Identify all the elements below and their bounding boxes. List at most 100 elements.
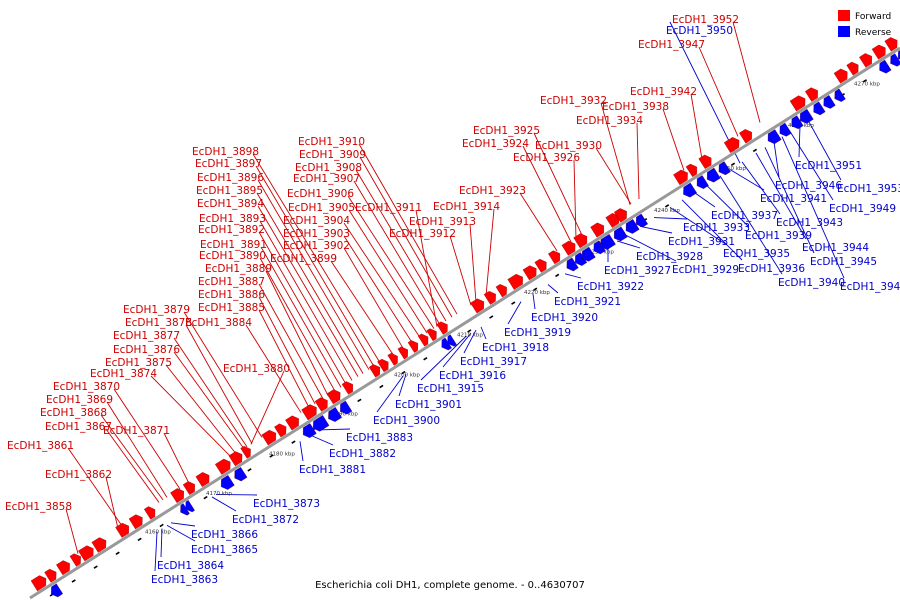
kbp-tick-label: 4200 kbp (394, 372, 420, 378)
reverse-leader-line (807, 119, 842, 181)
reverse-gene-label: EcDH1_3940 (778, 277, 845, 289)
reverse-gene-label: EcDH1_3937 (711, 210, 778, 222)
forward-gene-label: EcDH1_3887 (198, 276, 265, 288)
forward-leader-line (106, 401, 168, 498)
forward-gene-label: EcDH1_3923 (459, 185, 526, 197)
forward-gene-arrow (833, 68, 848, 84)
tick-mark (357, 398, 362, 403)
tick-mark (71, 579, 76, 583)
forward-leader-line (165, 364, 237, 455)
forward-leader-line (163, 432, 190, 484)
tick-mark (203, 495, 208, 500)
forward-gene-label: EcDH1_3925 (473, 125, 540, 137)
reverse-gene-arrow (683, 182, 698, 198)
reverse-gene-arrow (220, 474, 235, 490)
forward-gene-arrow (417, 333, 429, 347)
forward-gene-arrow (301, 404, 317, 421)
forward-leader-line (343, 222, 421, 338)
tick-mark (247, 468, 252, 472)
kbp-tick-label: 4210 kbp (457, 332, 483, 338)
forward-leader-line (258, 231, 347, 385)
reverse-gene-arrow (834, 88, 846, 102)
kbp-tick-label: 4170 kbp (206, 491, 232, 497)
reverse-leader-line (755, 152, 807, 240)
forward-leader-line (732, 21, 761, 123)
tick-mark (93, 565, 98, 569)
reverse-gene-arrow (441, 337, 452, 351)
forward-leader-line (359, 156, 453, 318)
forward-gene-label: EcDH1_3904 (283, 215, 350, 227)
forward-leader-line (573, 159, 577, 239)
forward-leader-line (347, 195, 435, 329)
forward-leader-line (259, 257, 336, 392)
reverse-gene-arrow (706, 167, 721, 183)
reverse-gene-label: EcDH1_3863 (151, 574, 218, 586)
kbp-tick-label: 4190 kbp (332, 411, 358, 417)
reverse-leader-line (170, 522, 196, 527)
genome-backbone (29, 46, 900, 600)
forward-leader-line (343, 235, 413, 343)
gene-labels: EcDH1_3858 EcDH1_3861 EcDH1_3862 EcDH1_3867… (5, 14, 900, 586)
forward-gene-arrow (561, 240, 576, 256)
reverse-gene-label: EcDH1_3921 (554, 296, 621, 308)
forward-leader-line (698, 46, 739, 137)
forward-leader-line (595, 147, 632, 205)
forward-leader-line (173, 351, 245, 449)
forward-leader-line (260, 246, 342, 388)
forward-gene-label: EcDH1_3926 (513, 152, 580, 164)
reverse-leader-line (669, 21, 741, 164)
forward-gene-arrow (685, 163, 698, 178)
forward-gene-arrow (548, 250, 561, 265)
tick-mark (862, 79, 867, 83)
forward-gene-arrow (590, 222, 605, 238)
forward-gene-label: EcDH1_3889 (205, 263, 272, 275)
reverse-leader-line (547, 284, 559, 294)
reverse-gene-arrow (635, 213, 649, 228)
reverse-leader-line (773, 141, 780, 178)
tick-mark (664, 204, 670, 208)
reverse-gene-label: EcDH1_3922 (577, 281, 644, 293)
forward-leader-line (258, 309, 310, 408)
forward-leader-line (690, 93, 703, 160)
tick-mark (489, 315, 494, 319)
reverse-gene-label: EcDH1_3950 (666, 25, 733, 37)
forward-gene-label: EcDH1_3878 (125, 317, 192, 329)
forward-gene-arrow (240, 446, 251, 459)
forward-leader-line (519, 192, 558, 252)
forward-gene-label: EcDH1_3861 (7, 440, 74, 452)
reverse-leader-line (719, 175, 783, 275)
forward-gene-arrow (884, 37, 898, 52)
reverse-gene-label: EcDH1_3945 (810, 256, 877, 268)
forward-leader-line (113, 388, 181, 490)
forward-gene-label: EcDH1_3868 (40, 407, 107, 419)
reverse-gene-label: EcDH1_3933 (683, 222, 750, 234)
forward-gene-label: EcDH1_3896 (197, 172, 264, 184)
forward-gene-label: EcDH1_3884 (185, 317, 252, 329)
reverse-gene-label: EcDH1_3943 (776, 217, 843, 229)
forward-gene-label: EcDH1_3952 (672, 14, 739, 26)
reverse-gene-arrow (613, 226, 628, 242)
forward-gene-arrow (56, 560, 70, 576)
forward-gene-label: EcDH1_3891 (200, 239, 267, 251)
reverse-gene-arrow (791, 115, 804, 130)
forward-leader-line (600, 102, 631, 205)
forward-leader-line (65, 508, 79, 554)
forward-gene-label: EcDH1_3895 (196, 185, 263, 197)
reverse-gene-label: EcDH1_3916 (439, 370, 506, 382)
tick-mark (533, 287, 538, 292)
reverse-gene-arrow (328, 407, 343, 422)
reverse-gene-arrow (313, 415, 330, 432)
forward-leader-line (662, 108, 685, 171)
reverse-leader-line (166, 524, 196, 542)
reverse-leader-line (564, 273, 582, 279)
forward-gene-label: EcDH1_3898 (192, 146, 259, 158)
forward-leader-line (67, 447, 123, 527)
forward-gene-arrow (436, 321, 448, 335)
reverse-gene-arrow (767, 129, 782, 145)
reverse-gene-arrow (879, 59, 892, 74)
reverse-gene-arrow (185, 500, 195, 513)
forward-gene-label: EcDH1_3934 (576, 115, 643, 127)
reverse-gene-label: EcDH1_3936 (738, 263, 805, 275)
reverse-gene-label: EcDH1_3920 (531, 312, 598, 324)
forward-leader-line (173, 337, 248, 448)
